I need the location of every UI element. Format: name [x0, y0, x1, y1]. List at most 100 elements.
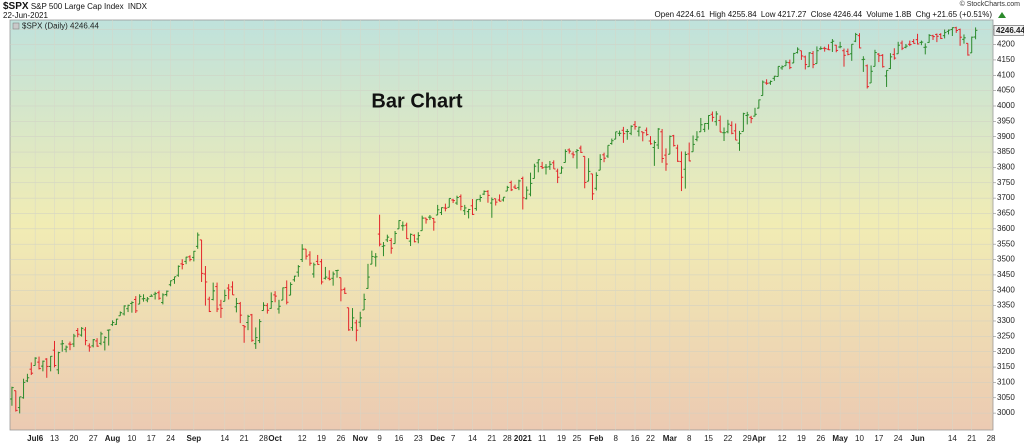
- plot-layer: [10, 20, 993, 430]
- up-arrow: [998, 12, 1006, 18]
- y-tick-label: 3700: [997, 193, 1015, 202]
- quote-label: Low: [760, 10, 776, 19]
- x-tick-label: 25: [573, 434, 582, 443]
- quote: Open 4224.61 High 4255.84 Low 4217.27 Close…: [655, 10, 994, 19]
- x-tick-label: Dec: [430, 434, 445, 443]
- x-tick-label: 12: [778, 434, 787, 443]
- header-date: 22-Jun-2021: [3, 11, 48, 20]
- x-tick-label: 11: [538, 434, 547, 443]
- x-tick-label: Sep: [186, 434, 201, 443]
- x-tick-label: 17: [147, 434, 156, 443]
- y-tick-label: 4150: [997, 55, 1015, 64]
- x-tick-label: 12: [298, 434, 307, 443]
- x-tick-label: 19: [317, 434, 326, 443]
- legend-icon: [12, 22, 20, 30]
- y-tick-label: 3100: [997, 378, 1015, 387]
- quote-value: 4217.27: [777, 10, 807, 19]
- y-tick-label: 3450: [997, 270, 1015, 279]
- quote-value: +21.65 (+0.51%): [932, 10, 992, 19]
- y-tick-label: 3750: [997, 178, 1015, 187]
- y-tick-label: 3300: [997, 316, 1015, 325]
- x-tick-label: 20: [69, 434, 78, 443]
- y-tick-label: 3200: [997, 347, 1015, 356]
- y-tick-label: 4100: [997, 70, 1015, 79]
- y-tick-label: 3950: [997, 116, 1015, 125]
- quote-value: 4224.61: [676, 10, 706, 19]
- x-tick-label: Nov: [353, 434, 369, 443]
- y-tick-label: 3800: [997, 163, 1015, 172]
- x-tick-label: 28: [503, 434, 512, 443]
- y-tick-label: 3850: [997, 147, 1015, 156]
- x-tick-label: 23: [414, 434, 423, 443]
- x-tick-label: 10: [127, 434, 136, 443]
- x-tick-label: 22: [723, 434, 732, 443]
- annotation: Bar Chart: [371, 90, 462, 112]
- y-tick-label: 3350: [997, 301, 1015, 310]
- x-tick-label: 8: [613, 434, 618, 443]
- x-tick-label: Feb: [589, 434, 603, 443]
- y-tick-label: 3250: [997, 331, 1015, 340]
- x-tick-label: Jun: [910, 434, 924, 443]
- x-tick-label: 29: [743, 434, 752, 443]
- x-tick-label: 16: [631, 434, 640, 443]
- legend-name: $SPX (Daily): [22, 22, 68, 31]
- symbol: $SPX: [3, 1, 29, 12]
- x-tick-label: 28: [987, 434, 996, 443]
- x-tick-label: 19: [557, 434, 566, 443]
- plot-area: [9, 19, 994, 431]
- x-tick-label: 17: [874, 434, 883, 443]
- x-tick-label: 21: [967, 434, 976, 443]
- y-tick-label: 3550: [997, 239, 1015, 248]
- x-tick-label: 22: [646, 434, 655, 443]
- x-tick-label: 26: [336, 434, 345, 443]
- legend-value: 4246.44: [70, 22, 99, 31]
- change-icon: [998, 12, 1006, 18]
- quote-label: Volume: [866, 10, 893, 19]
- y-tick-label: 3050: [997, 393, 1015, 402]
- header-title: $SPX S&P 500 Large Cap Index INDX: [3, 1, 149, 12]
- x-tick-label: 24: [166, 434, 175, 443]
- index-name: S&P 500 Large Cap Index: [30, 2, 124, 11]
- quote-value: 4255.84: [727, 10, 757, 19]
- x-tick-label: 26: [816, 434, 825, 443]
- last-price-label: 4246.44: [996, 26, 1024, 35]
- header: $SPX S&P 500 Large Cap Index INDX 22-Jun…: [0, 0, 1024, 20]
- x-tick-label: Jul6: [27, 434, 44, 443]
- x-tick-label: 21: [487, 434, 496, 443]
- x-tick-label: Mar: [663, 434, 677, 443]
- quote-label: Chg: [915, 10, 931, 19]
- x-tick-label: 8: [687, 434, 692, 443]
- quote-label: High: [709, 10, 726, 19]
- y-tick-label: 3650: [997, 209, 1015, 218]
- x-tick-label: May: [832, 434, 848, 443]
- y-tick-label: 3900: [997, 132, 1015, 141]
- x-tick-label: Oct: [268, 434, 282, 443]
- y-tick-label: 3500: [997, 255, 1015, 264]
- last-price-box: [993, 25, 1024, 36]
- x-tick-label: 24: [894, 434, 903, 443]
- x-tick-label: 13: [50, 434, 59, 443]
- y-tick-label: 3150: [997, 362, 1015, 371]
- x-tick-label: 2021: [514, 434, 532, 443]
- x-tick-label: Aug: [105, 434, 121, 443]
- x-tick-label: 14: [220, 434, 229, 443]
- x-tick-label: 14: [948, 434, 957, 443]
- x-tick-label: 27: [89, 434, 98, 443]
- x-tick-label: 16: [394, 434, 403, 443]
- x-tick-label: 28: [259, 434, 268, 443]
- quote-value: 4246.44: [833, 10, 863, 19]
- y-tick-label: 4000: [997, 101, 1015, 110]
- quote-label: Open: [654, 10, 675, 19]
- x-tick-label: 7: [451, 434, 456, 443]
- legend: $SPX (Daily) 4246.44: [22, 22, 100, 31]
- x-tick-label: 19: [797, 434, 806, 443]
- x-tick-label: Apr: [752, 434, 766, 443]
- x-tick-label: 14: [468, 434, 477, 443]
- y-tick-label: 3600: [997, 224, 1015, 233]
- y-tick-label: 4050: [997, 86, 1015, 95]
- y-tick-label: 3400: [997, 285, 1015, 294]
- x-tick-label: 10: [855, 434, 864, 443]
- credit: © StockCharts.com: [959, 1, 1020, 8]
